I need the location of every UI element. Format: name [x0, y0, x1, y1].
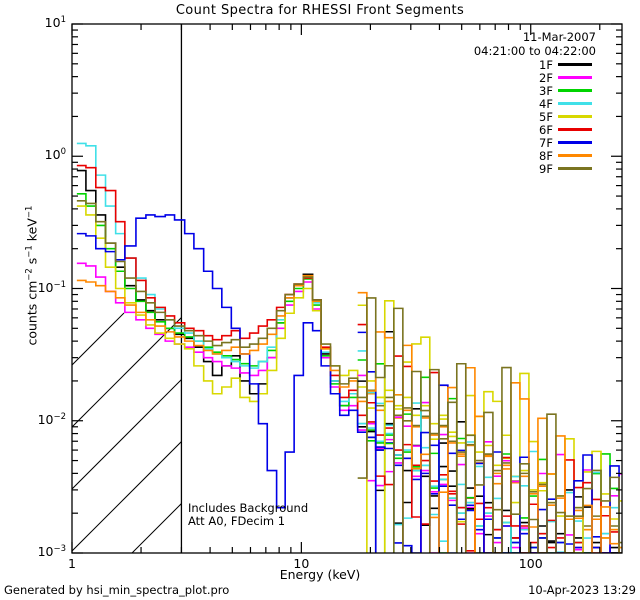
series-tail-9f — [357, 297, 622, 553]
legend-item-9f[interactable]: 9F — [539, 161, 592, 176]
legend-item-5f[interactable]: 5F — [539, 109, 592, 124]
legend-color-swatch — [557, 167, 592, 170]
y-axis-label: counts cm−2 s−1 keV−1 — [24, 205, 40, 346]
x-axis-label: Energy (keV) — [279, 567, 361, 582]
series-line-8f — [76, 274, 622, 549]
page-title: Count Spectra for RHESSI Front Segments — [175, 3, 465, 18]
series-line-5f — [76, 205, 622, 549]
legend: 1F 2F 3F 4F 5F 6F 7F 8F 9F — [539, 57, 592, 176]
series-line-1f — [76, 169, 622, 553]
y-tick-label: 10−2 — [37, 411, 66, 427]
legend-color-swatch — [557, 63, 592, 66]
x-tick-label: 10 — [293, 556, 310, 571]
legend-color-swatch — [557, 89, 592, 92]
series-line-3f — [76, 193, 622, 553]
legend-item-2f[interactable]: 2F — [539, 70, 592, 85]
legend-color-swatch — [557, 76, 592, 79]
legend-label: 6F — [539, 122, 553, 137]
legend-item-1f[interactable]: 1F — [539, 57, 592, 72]
legend-label: 5F — [539, 109, 553, 124]
legend-color-swatch — [557, 141, 592, 144]
observation-date: 11-Mar-2007 — [522, 30, 596, 44]
footer-timestamp: 10-Apr-2023 13:29 — [528, 583, 636, 597]
x-tick-label: 1 — [68, 556, 76, 571]
legend-item-7f[interactable]: 7F — [539, 135, 592, 150]
legend-color-swatch — [557, 102, 592, 105]
footer-generator: Generated by hsi_min_spectra_plot.pro — [4, 583, 230, 597]
annotation-attenuator: Att A0, FDecim 1 — [188, 514, 286, 528]
x-tick-label: 100 — [518, 556, 543, 571]
y-tick-label: 101 — [44, 15, 66, 31]
series-line-4f — [76, 142, 622, 553]
legend-item-6f[interactable]: 6F — [539, 122, 592, 137]
legend-label: 1F — [539, 57, 553, 72]
annotation-background: Includes Background — [188, 501, 309, 515]
legend-item-8f[interactable]: 8F — [539, 148, 592, 163]
legend-item-3f[interactable]: 3F — [539, 83, 592, 98]
legend-label: 7F — [539, 135, 553, 150]
excluded-energy-hatch — [72, 312, 182, 553]
legend-label: 3F — [539, 83, 553, 98]
observation-time-range: 04:21:00 to 04:22:00 — [473, 44, 596, 58]
legend-label: 4F — [539, 96, 553, 111]
y-tick-label: 10−1 — [37, 279, 66, 295]
legend-item-4f[interactable]: 4F — [539, 96, 592, 111]
legend-label: 8F — [539, 148, 553, 163]
series-tail-5f — [357, 300, 622, 553]
series-line-7f — [76, 214, 622, 553]
legend-color-swatch — [557, 115, 592, 118]
legend-color-swatch — [557, 128, 592, 131]
legend-label: 9F — [539, 161, 553, 176]
y-tick-label: 10−3 — [37, 544, 66, 560]
y-tick-label: 100 — [44, 147, 66, 163]
series-line-6f — [76, 164, 622, 553]
legend-color-swatch — [557, 154, 592, 157]
series-group — [76, 142, 622, 553]
legend-label: 2F — [539, 70, 553, 85]
